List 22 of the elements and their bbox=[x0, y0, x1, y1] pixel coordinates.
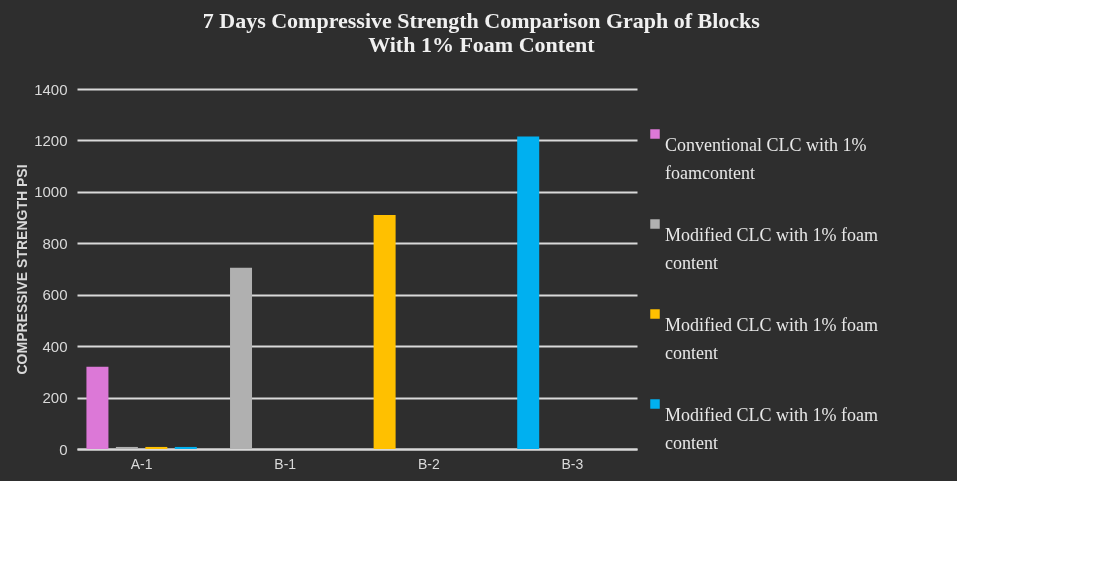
y-tick-label: 1000 bbox=[34, 183, 68, 201]
y-tick-label: 0 bbox=[59, 440, 68, 458]
legend-label: Modified CLC with 1% foam content bbox=[665, 315, 878, 363]
legend-label: Modified CLC with 1% foam content bbox=[665, 225, 878, 273]
x-tick-label: B-3 bbox=[561, 455, 584, 472]
y-tick-label: 200 bbox=[42, 389, 68, 407]
bar bbox=[115, 446, 138, 449]
x-tick-label: B-1 bbox=[274, 455, 297, 472]
chart-title: 7 Days Compressive Strength Comparison Graph of Blocks With 1% Foam Content bbox=[202, 8, 761, 57]
x-tick-label: B-2 bbox=[417, 455, 440, 472]
y-tick-label: 1200 bbox=[34, 131, 68, 149]
y-tick-label: 800 bbox=[42, 234, 68, 252]
y-axis-title: COMPRESSIVE STRENGTH PSI bbox=[14, 164, 31, 375]
legend-label: Conventional CLC with 1% foamcontent bbox=[665, 135, 867, 183]
y-tick-label: 1400 bbox=[34, 80, 68, 98]
bar bbox=[86, 366, 109, 449]
x-tick-label: A-1 bbox=[130, 455, 153, 472]
legend-label: Modified CLC with 1% foam content bbox=[665, 405, 878, 453]
bar bbox=[174, 446, 197, 449]
y-tick-label: 400 bbox=[42, 337, 68, 355]
bar bbox=[145, 446, 168, 449]
y-tick-label: 600 bbox=[42, 286, 68, 304]
